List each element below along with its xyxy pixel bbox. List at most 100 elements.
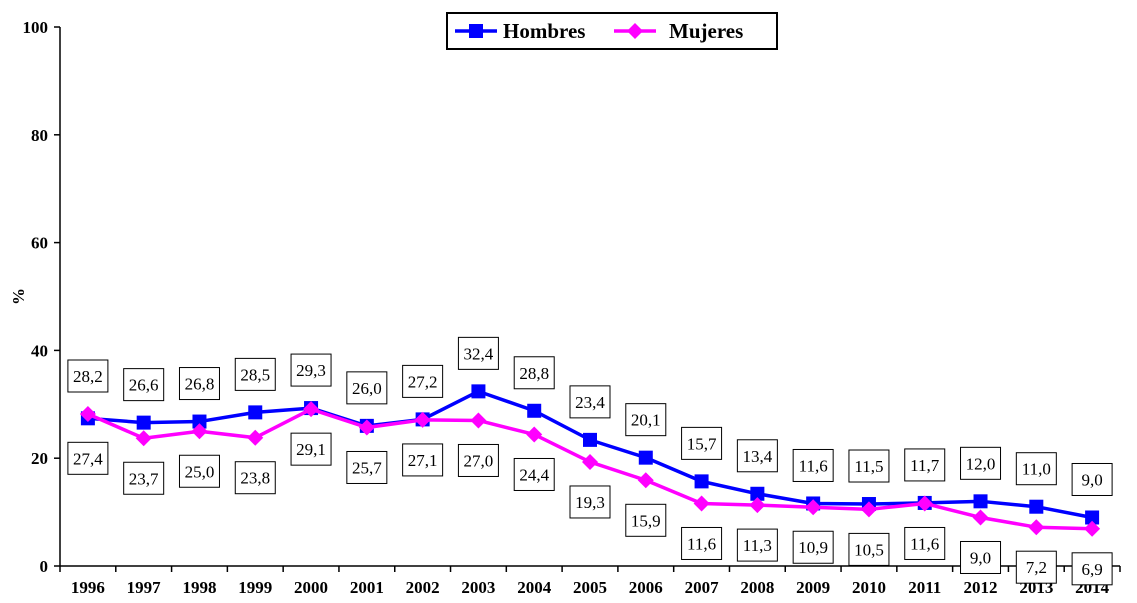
- hombres-label-box: [402, 364, 444, 398]
- mujeres-label: 24,4: [513, 457, 555, 491]
- hombres-label: 12,0: [960, 446, 1002, 480]
- chart-axes: [59, 27, 1120, 567]
- mujeres-point: [1084, 520, 1101, 537]
- hombres-point: [973, 494, 988, 509]
- x-tick-label: 1999: [238, 578, 272, 597]
- mujeres-label: 15,9: [625, 503, 667, 537]
- mujeres-point: [582, 453, 598, 470]
- mujeres-label-text: 10,9: [798, 538, 828, 557]
- mujeres-label-box: [457, 443, 499, 477]
- mujeres-point: [526, 426, 543, 443]
- hombres-point: [248, 405, 263, 420]
- hombres-label-text: 27,2: [408, 372, 438, 391]
- hombres-label-box: [123, 368, 165, 402]
- mujeres-label: 11,6: [904, 526, 946, 560]
- hombres-point: [1029, 499, 1044, 514]
- mujeres-label-box: [848, 532, 890, 566]
- mujeres-label-text: 11,6: [687, 534, 716, 553]
- mujeres-label: 28,2: [67, 359, 109, 393]
- mujeres-label-box: [123, 461, 165, 495]
- hombres-label-text: 11,5: [854, 457, 883, 476]
- hombres-label: 27,4: [67, 441, 109, 475]
- hombres-label-text: 13,4: [742, 447, 772, 466]
- hombres-label: 26,8: [178, 367, 220, 401]
- mujeres-label-text: 7,2: [1026, 558, 1047, 577]
- mujeres-label-text: 19,3: [575, 493, 605, 512]
- hombres-label-text: 32,4: [464, 344, 494, 363]
- hombres-label-text: 11,0: [1022, 460, 1051, 479]
- hombres-label-box: [178, 367, 220, 401]
- hombres-label: 29,3: [290, 353, 332, 387]
- hombres-label: 20,1: [625, 403, 667, 437]
- mujeres-label-text: 9,0: [970, 548, 991, 567]
- x-tick-label: 2000: [294, 578, 328, 597]
- hombres-label-box: [792, 448, 834, 482]
- hombres-label-box: [67, 441, 109, 475]
- hombres-label-text: 20,1: [631, 411, 661, 430]
- mujeres-label: 10,5: [848, 532, 890, 566]
- hombres-label-text: 15,7: [687, 434, 717, 453]
- hombres-label-box: [960, 446, 1002, 480]
- mujeres-point: [358, 419, 375, 436]
- mujeres-point: [79, 406, 96, 423]
- hombres-label: 11,6: [792, 448, 834, 482]
- hombres-point: [192, 414, 207, 429]
- hombres-label: 32,4: [457, 336, 499, 370]
- hombres-label: 15,7: [681, 426, 723, 460]
- x-tick-label: 2004: [517, 578, 552, 597]
- hombres-label-text: 11,6: [799, 456, 828, 475]
- mujeres-label: 10,9: [792, 530, 834, 564]
- y-axis-ticks: 0 20 40 60 80 100: [23, 18, 60, 576]
- x-tick-label: 2012: [964, 578, 998, 597]
- mujeres-label-text: 23,8: [240, 469, 270, 488]
- mujeres-legend-label: Mujeres: [669, 19, 743, 43]
- hombres-label-box: [513, 356, 555, 390]
- x-tick-label: 2005: [573, 578, 607, 597]
- x-tick-label: 2011: [908, 578, 941, 597]
- hombres-label-text: 28,8: [519, 364, 549, 383]
- mujeres-point: [191, 423, 208, 440]
- mujeres-label-box: [904, 526, 946, 560]
- hombres-label: 13,4: [736, 439, 778, 473]
- mujeres-point: [470, 412, 487, 429]
- mujeres-label-box: [681, 526, 723, 560]
- mujeres-label-box: [178, 454, 220, 488]
- hombres-label-text: 26,0: [352, 379, 382, 398]
- x-tick-label: 1998: [182, 578, 216, 597]
- mujeres-label: 7,2: [1015, 550, 1057, 584]
- mujeres-label: 29,1: [290, 432, 332, 466]
- data-labels: 28,2 27,4 26,6 23,7 26,8 25,0 28,5 23,8 29,3 29,1…: [67, 336, 1113, 586]
- mujeres-label-box: [234, 461, 276, 495]
- hombres-label-box: [290, 353, 332, 387]
- mujeres-point: [693, 495, 710, 512]
- mujeres-label: 11,3: [736, 528, 778, 562]
- hombres-label: 11,0: [1015, 452, 1057, 486]
- mujeres-point: [414, 411, 431, 428]
- hombres-label: 26,6: [123, 368, 165, 402]
- mujeres-label-box: [67, 359, 109, 393]
- mujeres-label-box: [569, 485, 611, 519]
- mujeres-label: 23,7: [123, 461, 165, 495]
- mujeres-label-box: [792, 530, 834, 564]
- hombres-point: [694, 474, 709, 489]
- hombres-label-box: [1015, 452, 1057, 486]
- mujeres-label-text: 29,1: [296, 440, 326, 459]
- mujeres-label-text: 11,3: [743, 536, 772, 555]
- hombres-label-text: 9,0: [1081, 470, 1102, 489]
- mujeres-label-text: 24,4: [519, 465, 549, 484]
- hombres-legend-marker: [469, 24, 483, 38]
- hombres-label-box: [1071, 462, 1113, 496]
- mujeres-label-box: [513, 457, 555, 491]
- hombres-point: [471, 384, 486, 399]
- hombres-label-box: [569, 385, 611, 419]
- mujeres-label-box: [625, 503, 667, 537]
- mujeres-label-text: 6,9: [1081, 560, 1102, 579]
- mujeres-label: 25,0: [178, 454, 220, 488]
- mujeres-point: [637, 472, 654, 489]
- hombres-point: [638, 450, 653, 465]
- chart-series: [79, 384, 1101, 537]
- legend: Hombres Mujeres: [446, 12, 778, 50]
- hombres-label: 28,5: [234, 357, 276, 391]
- y-tick-label: 0: [40, 557, 49, 576]
- hombres-point: [750, 486, 765, 501]
